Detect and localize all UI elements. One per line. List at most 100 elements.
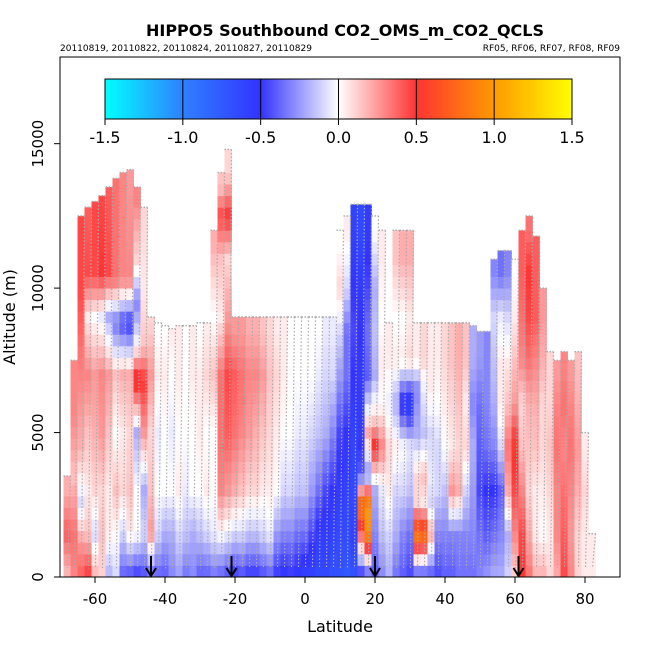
heatmap-cell (518, 507, 526, 520)
flight-track (101, 195, 107, 569)
heatmap-cell (483, 415, 491, 428)
heatmap-cell (98, 438, 106, 451)
flight-track (451, 322, 457, 569)
heatmap-cell (133, 253, 141, 266)
heatmap-cell (252, 392, 260, 405)
heatmap-cell (399, 449, 407, 462)
heatmap-cell (553, 392, 561, 405)
heatmap-cell (399, 230, 407, 243)
heatmap-cell (154, 484, 162, 497)
heatmap-cell (238, 403, 246, 416)
heatmap-cell (364, 288, 372, 301)
heatmap-cell (539, 507, 547, 520)
heatmap-cell (105, 187, 113, 197)
heatmap-cell (140, 438, 148, 451)
heatmap-cell (553, 360, 561, 370)
heatmap-cell (413, 496, 421, 509)
heatmap-cell (91, 519, 99, 532)
heatmap-cell (224, 507, 232, 520)
chart-title: HIPPO5 Southbound CO2_OMS_m_CO2_QCLS (146, 21, 544, 40)
heatmap-cell (133, 230, 141, 243)
heatmap-cell (490, 322, 498, 335)
heatmap-cell (476, 484, 484, 497)
heatmap-cell (518, 519, 526, 532)
heatmap-cell (147, 317, 155, 324)
heatmap-cell (364, 204, 372, 208)
heatmap-cell (469, 484, 477, 497)
heatmap-cell (392, 530, 400, 543)
heatmap-cell (154, 565, 162, 578)
heatmap-cell (385, 426, 393, 439)
heatmap-cell (168, 403, 176, 416)
heatmap-cell (406, 276, 414, 289)
heatmap-cell (357, 392, 365, 405)
heatmap-cell (427, 530, 435, 543)
heatmap-cell (525, 426, 533, 439)
heatmap-cell (112, 311, 120, 324)
heatmap-cell (175, 426, 183, 439)
heatmap-cell (105, 276, 113, 289)
heatmap-cell (343, 449, 351, 462)
heatmap-cell (364, 357, 372, 370)
heatmap-cell (147, 369, 155, 381)
heatmap-cell (280, 507, 288, 520)
heatmap-cell (259, 334, 267, 347)
heatmap-cell (77, 426, 85, 439)
flight-track (493, 259, 499, 569)
heatmap-cell (210, 530, 218, 543)
heatmap-cell (245, 357, 253, 370)
heatmap-cell (273, 392, 281, 405)
y-tick-label: 5000 (29, 413, 47, 451)
heatmap-cell (224, 299, 232, 312)
heatmap-cell (259, 565, 267, 578)
heatmap-cell (126, 276, 134, 289)
heatmap-cell (427, 484, 435, 497)
heatmap-cell (112, 178, 120, 185)
heatmap-cell (126, 265, 134, 277)
heatmap-cell (546, 449, 554, 462)
heatmap-cell (413, 380, 421, 393)
heatmap-cell (119, 553, 127, 566)
heatmap-cell (217, 461, 225, 474)
heatmap-cell (126, 169, 134, 173)
heatmap-cell (469, 357, 477, 370)
heatmap-cell (210, 403, 218, 416)
heatmap-cell (574, 357, 582, 370)
heatmap-cell (511, 449, 519, 462)
heatmap-cell (119, 403, 127, 416)
heatmap-cell (77, 519, 85, 532)
heatmap-cell (378, 449, 386, 462)
heatmap-cell (63, 507, 71, 520)
flight-track (584, 432, 590, 569)
heatmap-cell (189, 553, 197, 566)
heatmap-cell (126, 218, 134, 231)
heatmap-cell (518, 253, 526, 266)
heatmap-cell (273, 345, 281, 358)
heatmap-cell (385, 345, 393, 358)
heatmap-cell (266, 473, 274, 485)
heatmap-cell (84, 496, 92, 509)
heatmap-cell (574, 449, 582, 462)
heatmap-cell (287, 317, 295, 324)
heatmap-cell (574, 426, 582, 439)
heatmap-cell (315, 530, 323, 543)
heatmap-cell (84, 230, 92, 243)
heatmap-cell (238, 530, 246, 543)
y-tick-label: 0 (29, 572, 47, 582)
heatmap-cell (161, 345, 169, 358)
heatmap-cell (574, 530, 582, 543)
heatmap-cell (161, 519, 169, 532)
heatmap-cell (224, 438, 232, 451)
heatmap-cell (406, 299, 414, 312)
heatmap-cell (371, 496, 379, 509)
heatmap-cell (203, 530, 211, 543)
heatmap-cell (469, 496, 477, 509)
heatmap-cell (434, 530, 442, 543)
heatmap-cell (84, 426, 92, 439)
heatmap-cell (357, 345, 365, 358)
heatmap-cell (413, 553, 421, 566)
heatmap-cell (210, 415, 218, 428)
colorbar: -1.5 -1.0 -0.5 0.0 0.5 1.0 1.5 (89, 78, 585, 147)
heatmap-cell (161, 449, 169, 462)
heatmap-cell (525, 215, 533, 220)
